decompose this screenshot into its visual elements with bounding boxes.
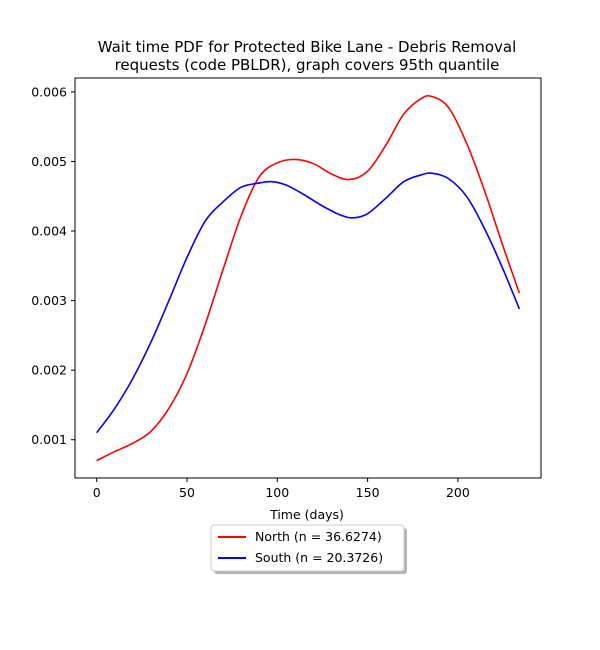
y-tick-label: 0.003 [31,293,67,308]
y-axis-ticks: 0.001 0.002 0.003 0.004 0.005 0.006 [31,84,75,447]
y-tick-label: 0.004 [31,224,67,239]
y-tick-label: 0.005 [31,154,67,169]
legend: North (n = 36.6274) South (n = 20.3726) [210,524,407,574]
series-line-south [96,172,521,434]
x-axis-label: Time (days) [269,507,344,522]
legend-label-north: North (n = 36.6274) [255,529,382,544]
x-axis-ticks: 0 50 100 150 200 [93,478,470,500]
x-tick-label: 200 [446,485,470,500]
legend-box [210,524,405,572]
y-tick-label: 0.006 [31,84,67,99]
y-tick-label: 0.002 [31,363,67,378]
plot-lines [96,94,521,462]
series-line-north [96,94,521,462]
x-tick-label: 50 [179,485,195,500]
legend-label-south: South (n = 20.3726) [255,550,383,565]
x-tick-label: 100 [265,485,289,500]
x-tick-label: 150 [356,485,380,500]
chart-title-line-1: Wait time PDF for Protected Bike Lane - … [98,38,517,56]
y-tick-label: 0.001 [31,432,67,447]
chart-title-line-2: requests (code PBLDR), graph covers 95th… [115,56,500,74]
plot-frame [74,77,542,479]
x-tick-label: 0 [93,485,101,500]
